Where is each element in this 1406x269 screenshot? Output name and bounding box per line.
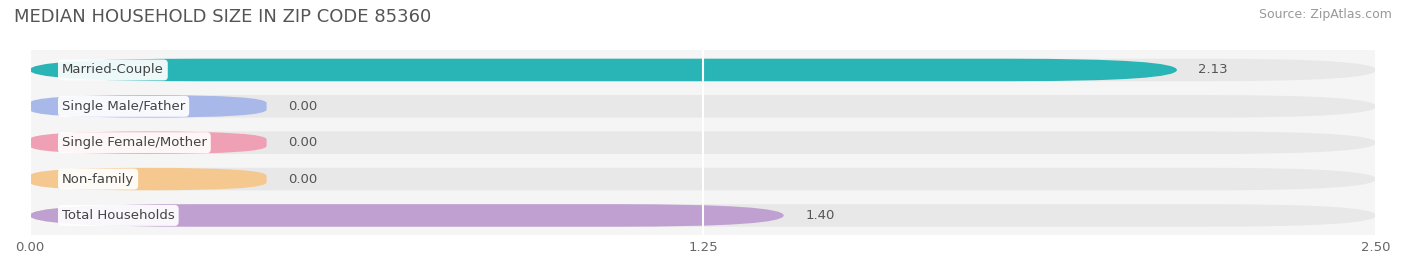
FancyBboxPatch shape [30, 204, 1376, 227]
FancyBboxPatch shape [30, 59, 1177, 81]
Text: Source: ZipAtlas.com: Source: ZipAtlas.com [1258, 8, 1392, 21]
FancyBboxPatch shape [30, 168, 1376, 190]
FancyBboxPatch shape [30, 168, 267, 190]
Text: Non-family: Non-family [62, 173, 134, 186]
FancyBboxPatch shape [30, 59, 1376, 81]
Text: 0.00: 0.00 [288, 136, 318, 149]
FancyBboxPatch shape [30, 95, 267, 118]
Text: 1.40: 1.40 [806, 209, 835, 222]
FancyBboxPatch shape [30, 204, 783, 227]
Text: Single Male/Father: Single Male/Father [62, 100, 186, 113]
Text: 2.13: 2.13 [1198, 63, 1227, 76]
Text: MEDIAN HOUSEHOLD SIZE IN ZIP CODE 85360: MEDIAN HOUSEHOLD SIZE IN ZIP CODE 85360 [14, 8, 432, 26]
Text: 0.00: 0.00 [288, 100, 318, 113]
FancyBboxPatch shape [30, 132, 267, 154]
Text: Single Female/Mother: Single Female/Mother [62, 136, 207, 149]
Text: Total Households: Total Households [62, 209, 174, 222]
Text: Married-Couple: Married-Couple [62, 63, 165, 76]
FancyBboxPatch shape [30, 95, 1376, 118]
Text: 0.00: 0.00 [288, 173, 318, 186]
FancyBboxPatch shape [30, 132, 1376, 154]
